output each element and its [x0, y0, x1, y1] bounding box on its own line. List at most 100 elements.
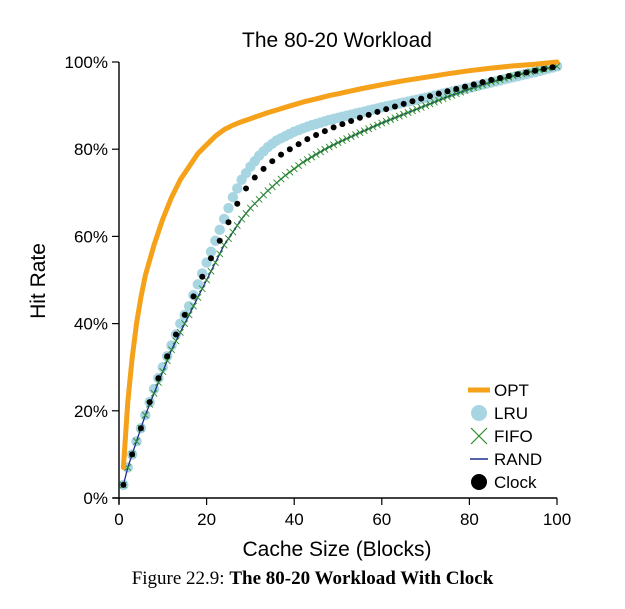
- lru-point: [223, 202, 234, 214]
- lru-point: [227, 191, 239, 203]
- fifo-point: [352, 131, 360, 139]
- fifo-point: [330, 141, 338, 149]
- x-tick-label: 20: [197, 510, 216, 529]
- fifo-point: [299, 158, 307, 166]
- clock-point: [479, 79, 486, 86]
- clock-point: [497, 74, 504, 81]
- clock-point: [234, 200, 241, 207]
- fifo-point: [338, 137, 346, 145]
- x-tick-label: 80: [460, 510, 479, 529]
- fifo-point: [395, 112, 403, 120]
- fifo-point: [426, 100, 434, 108]
- clock-point: [330, 124, 337, 131]
- clock-point: [409, 98, 416, 105]
- fifo-point: [360, 127, 368, 135]
- fifo-point: [229, 228, 237, 236]
- clock-point: [505, 73, 512, 80]
- fifo-point: [439, 95, 447, 103]
- clock-point: [435, 90, 442, 97]
- fifo-point: [211, 259, 219, 267]
- x-tick-label: 100: [543, 510, 571, 529]
- x-tick-label: 0: [114, 510, 123, 529]
- y-tick-label: 60%: [74, 227, 108, 246]
- fifo-point: [295, 162, 303, 170]
- lru-point: [210, 235, 221, 246]
- fifo-point: [413, 105, 421, 113]
- clock-point: [286, 146, 293, 153]
- fifo-point: [133, 437, 141, 445]
- figure-caption: Figure 22.9: The 80-20 Workload With Clo…: [0, 568, 625, 590]
- clock-point: [207, 255, 214, 262]
- fifo-point: [238, 215, 246, 223]
- fifo-point: [207, 267, 215, 275]
- lru-point: [205, 246, 217, 257]
- fifo-point: [373, 121, 381, 129]
- clock-point: [313, 132, 320, 139]
- legend-marker-lru: [471, 405, 487, 421]
- y-tick-label: 0%: [83, 489, 108, 508]
- fifo-point: [242, 209, 250, 218]
- fifo-point: [443, 93, 452, 101]
- clock-point: [199, 273, 206, 280]
- fifo-point: [408, 107, 416, 115]
- fifo-point: [387, 116, 395, 124]
- y-tick-label: 100%: [65, 53, 108, 72]
- clock-point: [514, 71, 521, 78]
- fifo-point: [430, 98, 438, 106]
- fifo-point: [316, 148, 324, 156]
- fifo-point: [404, 109, 412, 117]
- clock-point: [225, 219, 232, 226]
- clock-point: [146, 399, 153, 406]
- clock-point: [216, 237, 223, 244]
- fifo-point: [277, 175, 285, 183]
- series-layer: [118, 59, 563, 491]
- legend-marker-clock: [471, 474, 487, 490]
- clock-point: [532, 67, 539, 74]
- clock-point: [374, 108, 381, 115]
- x-axis-label: Cache Size (Blocks): [242, 538, 431, 561]
- y-tick-label: 40%: [74, 315, 108, 334]
- opt-line: [120, 59, 560, 470]
- fifo-point: [172, 337, 180, 345]
- clock-point: [269, 158, 276, 165]
- clock-point: [453, 85, 460, 92]
- fifo-point: [163, 357, 171, 365]
- caption-label: Figure 22.9:: [131, 568, 225, 589]
- legend-label-clock: Clock: [494, 473, 537, 492]
- clock-point: [243, 185, 250, 192]
- lru-point: [232, 183, 243, 194]
- clock-point: [155, 375, 162, 382]
- series-opt: [120, 59, 560, 470]
- lru-point: [214, 224, 225, 236]
- fifo-point: [400, 110, 408, 118]
- fifo-point: [141, 411, 149, 419]
- clock-point: [321, 128, 328, 135]
- fifo-point: [286, 168, 294, 176]
- y-tick-label: 80%: [74, 140, 108, 159]
- fifo-point: [452, 90, 460, 98]
- y-axis-label: Hit Rate: [27, 243, 50, 319]
- clock-point: [339, 121, 346, 128]
- clock-point: [488, 76, 495, 83]
- series-clock: [120, 64, 556, 488]
- legend-label-lru: LRU: [494, 404, 528, 423]
- fifo-point: [435, 96, 443, 104]
- fifo-point: [181, 320, 189, 328]
- fifo-point: [159, 368, 167, 376]
- clock-point: [295, 141, 302, 148]
- fifo-point: [356, 129, 364, 137]
- clock-point: [181, 311, 188, 318]
- clock-point: [365, 111, 372, 118]
- fifo-point: [303, 156, 311, 164]
- legend-label-fifo: FIFO: [494, 427, 533, 446]
- clock-point: [172, 331, 179, 338]
- series-fifo: [119, 62, 561, 489]
- clock-point: [444, 88, 451, 95]
- clock-point: [190, 293, 197, 300]
- clock-point: [120, 481, 127, 488]
- chart-title: The 80-20 Workload: [242, 29, 432, 52]
- fifo-point: [347, 133, 355, 141]
- fifo-point: [290, 165, 298, 173]
- clock-point: [348, 117, 355, 124]
